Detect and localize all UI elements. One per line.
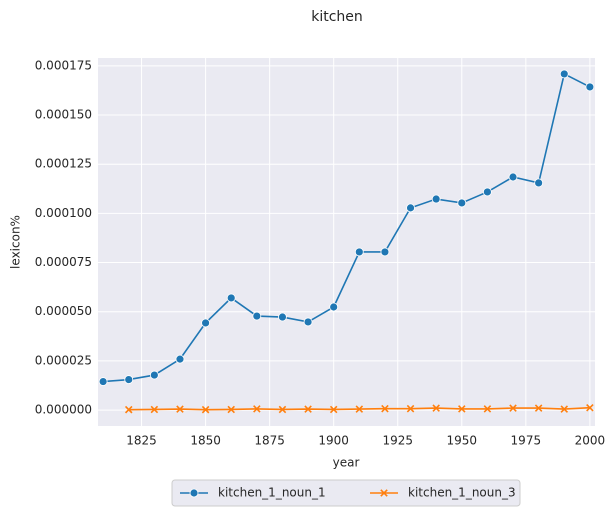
y-axis-label: lexicon%: [9, 215, 23, 269]
marker: [406, 404, 415, 413]
marker: [355, 405, 364, 413]
x-tick-label: 1850: [190, 434, 221, 448]
y-tick-label: 0.000125: [35, 157, 92, 171]
marker: [329, 302, 339, 312]
marker: [534, 178, 544, 188]
marker: [458, 405, 466, 413]
marker: [432, 404, 440, 412]
legend-box: [171, 479, 521, 507]
x-axis-label: year: [333, 456, 360, 470]
x-tick-label: 1825: [126, 434, 157, 448]
marker: [124, 375, 134, 384]
y-tick-label: 0.000175: [35, 58, 92, 72]
marker: [406, 203, 415, 213]
marker: [98, 377, 108, 386]
marker: [381, 404, 389, 413]
chart-title: kitchen: [311, 9, 363, 25]
y-tick-label: 0.000150: [35, 108, 92, 122]
x-tick-label: 2000: [575, 434, 606, 448]
marker: [559, 69, 569, 79]
marker: [278, 405, 287, 414]
x-tick-label: 1925: [382, 434, 413, 448]
x-tick-label: 1900: [318, 434, 349, 448]
marker: [252, 311, 262, 321]
marker: [149, 370, 159, 380]
y-tick-label: 0.000075: [35, 255, 92, 269]
marker: [278, 312, 287, 322]
marker: [431, 194, 441, 204]
x-tick-label: 1875: [254, 434, 285, 448]
y-tick-label: 0.000050: [35, 304, 92, 318]
marker: [483, 405, 492, 413]
marks: [98, 69, 595, 414]
y-tick-label: 0.000100: [35, 206, 92, 220]
marker: [457, 198, 467, 208]
marker: [176, 405, 184, 413]
marker: [304, 405, 312, 413]
x-tick-label: 1975: [511, 434, 542, 448]
marker: [227, 405, 235, 414]
marker: [483, 187, 492, 197]
marker: [201, 318, 210, 328]
marker: [189, 488, 199, 498]
marker: [201, 405, 210, 414]
marker: [354, 247, 364, 257]
y-tick-label: 0.000025: [35, 353, 92, 367]
marker: [253, 405, 261, 413]
marker: [585, 82, 595, 92]
marker: [509, 404, 517, 412]
series-line: [103, 72, 591, 383]
marker: [380, 247, 390, 257]
legend-label: kitchen_1_noun_1: [218, 486, 326, 500]
marker: [560, 405, 569, 413]
marker: [150, 405, 159, 414]
x-tick-label: 1950: [447, 434, 478, 448]
grid: 0.000000 0.000025 0.000050 0.000075 0.000100…: [35, 58, 605, 448]
y-tick-label: 0.000000: [35, 403, 92, 417]
marker: [508, 172, 518, 182]
marker: [380, 489, 388, 497]
marker: [303, 317, 313, 327]
marker: [586, 403, 594, 412]
legend: kitchen_1_noun_1 kitchen_1_noun_3: [171, 479, 521, 507]
marker: [226, 293, 236, 303]
plot-area: [98, 58, 595, 426]
marker: [534, 404, 543, 412]
marker: [175, 354, 185, 364]
marker: [329, 405, 338, 414]
legend-label: kitchen_1_noun_3: [408, 486, 516, 500]
marker: [124, 405, 133, 414]
